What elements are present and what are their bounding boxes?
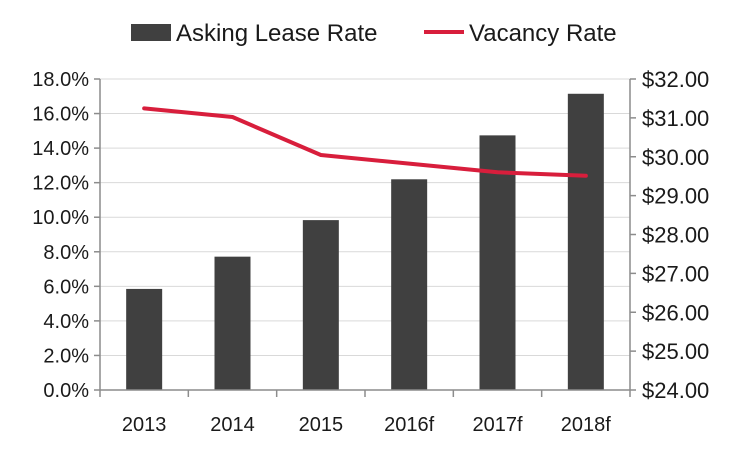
right-tick-label: $28.00: [642, 223, 709, 248]
right-tick-label: $27.00: [642, 261, 709, 286]
left-tick-label: 8.0%: [43, 242, 89, 264]
axes: [99, 79, 631, 391]
left-tick-label: 0.0%: [43, 380, 89, 402]
vacancy-rate-line: [142, 106, 588, 178]
right-tick-label: $24.00: [642, 378, 709, 403]
vacancy-point-2014: [232, 116, 233, 118]
left-axis-ticks: 0.0% 2.0% 4.0% 6.0% 8.0% 10.0% 12.0% 14.0% 16.0%…: [32, 69, 100, 402]
left-tick-label: 4.0%: [43, 311, 89, 333]
vacancy-point-2018f: [585, 175, 587, 177]
right-tick-label: $32.00: [642, 67, 709, 92]
right-axis-ticks: $24.00 $25.00 $26.00 $27.00 $28.00 $29.00 $30.…: [630, 67, 709, 403]
vacancy-point-2015: [320, 154, 322, 156]
right-tick-label: $29.00: [642, 184, 709, 209]
left-tick-label: 12.0%: [32, 173, 89, 195]
vacancy-point-2013: [143, 107, 145, 109]
line-series: [142, 106, 588, 178]
gridlines: [100, 78, 630, 356]
right-tick-label: $30.00: [642, 145, 709, 170]
right-tick-label: $25.00: [642, 339, 709, 364]
bar-series: [126, 93, 604, 391]
left-tick-label: 10.0%: [32, 207, 89, 229]
x-tick-label: 2013: [122, 414, 167, 436]
x-tick-label: 2016f: [384, 414, 434, 436]
x-tick-label: 2014: [210, 414, 255, 436]
left-tick-label: 18.0%: [32, 69, 89, 91]
left-tick-label: 14.0%: [32, 138, 89, 160]
x-axis-ticks: 2013 2014 2015 2016f 2017f 2018f: [99, 390, 631, 436]
vacancy-point-2016f: [408, 163, 410, 165]
left-tick-label: 6.0%: [43, 276, 89, 298]
x-tick-label: 2018f: [561, 414, 611, 436]
x-tick-label: 2015: [299, 414, 344, 436]
bar-2015: [302, 220, 339, 390]
bar-2017f: [479, 135, 516, 390]
left-tick-label: 2.0%: [43, 345, 89, 367]
legend-label-vacancy-rate: Vacancy Rate: [469, 20, 617, 47]
bar-2013: [126, 288, 163, 390]
bar-2016f: [391, 179, 428, 390]
left-tick-label: 16.0%: [32, 104, 89, 126]
bar-2014: [214, 256, 251, 390]
legend-swatch-asking-lease-rate: [131, 24, 171, 41]
legend-label-asking-lease-rate: Asking Lease Rate: [176, 20, 377, 47]
bar-2018f: [567, 93, 604, 391]
x-tick-label: 2017f: [472, 414, 522, 436]
right-tick-label: $31.00: [642, 106, 709, 131]
vacancy-point-2017f: [497, 171, 498, 173]
right-tick-label: $26.00: [642, 300, 709, 325]
legend: Asking Lease Rate Vacancy Rate: [131, 20, 617, 47]
